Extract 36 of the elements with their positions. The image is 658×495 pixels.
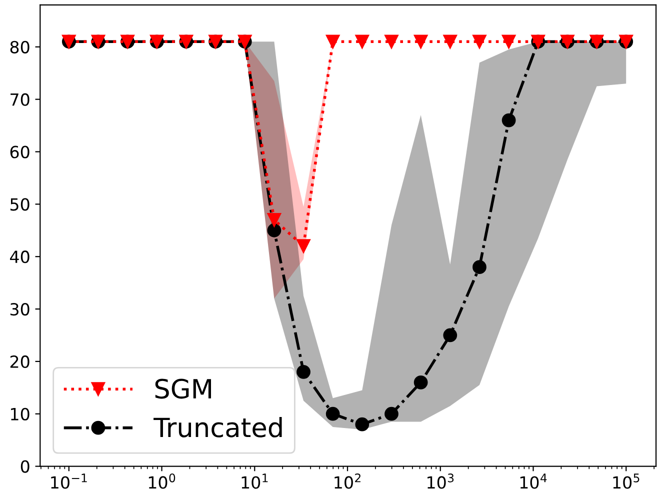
y-tick-label: 80 bbox=[10, 40, 30, 54]
x-tick-label: 10$^{5}$ bbox=[613, 474, 640, 489]
point bbox=[355, 417, 370, 432]
point bbox=[502, 34, 516, 49]
point bbox=[384, 34, 398, 49]
x-tick-label: 10$^{1}$ bbox=[242, 474, 268, 489]
y-tick-label: 10 bbox=[11, 408, 30, 420]
point bbox=[414, 34, 428, 49]
y-tick-label: 70 bbox=[10, 93, 30, 106]
point bbox=[384, 406, 398, 421]
y-tick-label: 20 bbox=[10, 355, 30, 368]
y-tick-label: 30 bbox=[10, 302, 30, 316]
point bbox=[296, 239, 310, 254]
point bbox=[326, 406, 340, 421]
point bbox=[296, 364, 310, 379]
x-tick-label: 10$^{4}$ bbox=[520, 474, 547, 489]
point bbox=[326, 34, 340, 49]
x-tick-label: 10$^{0}$ bbox=[148, 474, 176, 489]
x-tick-label: 10$^{3}$ bbox=[428, 474, 454, 489]
point bbox=[502, 113, 516, 128]
x-tick-label: 10$^{2}$ bbox=[334, 474, 360, 489]
point bbox=[355, 34, 370, 49]
legend-label: SGM bbox=[155, 378, 211, 399]
point bbox=[414, 375, 428, 390]
point bbox=[267, 223, 282, 238]
x-tick-label: 10$^{−1}$ bbox=[51, 474, 87, 489]
point bbox=[443, 328, 458, 342]
y-tick-label: 50 bbox=[10, 198, 30, 211]
y-tick-label: 60 bbox=[10, 146, 30, 158]
point bbox=[443, 34, 458, 49]
point bbox=[472, 260, 486, 274]
y-tick-label: 0 bbox=[20, 460, 30, 473]
legend-label: Truncated bbox=[154, 417, 282, 438]
point bbox=[472, 34, 486, 49]
y-tick-label: 40 bbox=[10, 250, 30, 264]
point bbox=[267, 212, 282, 227]
